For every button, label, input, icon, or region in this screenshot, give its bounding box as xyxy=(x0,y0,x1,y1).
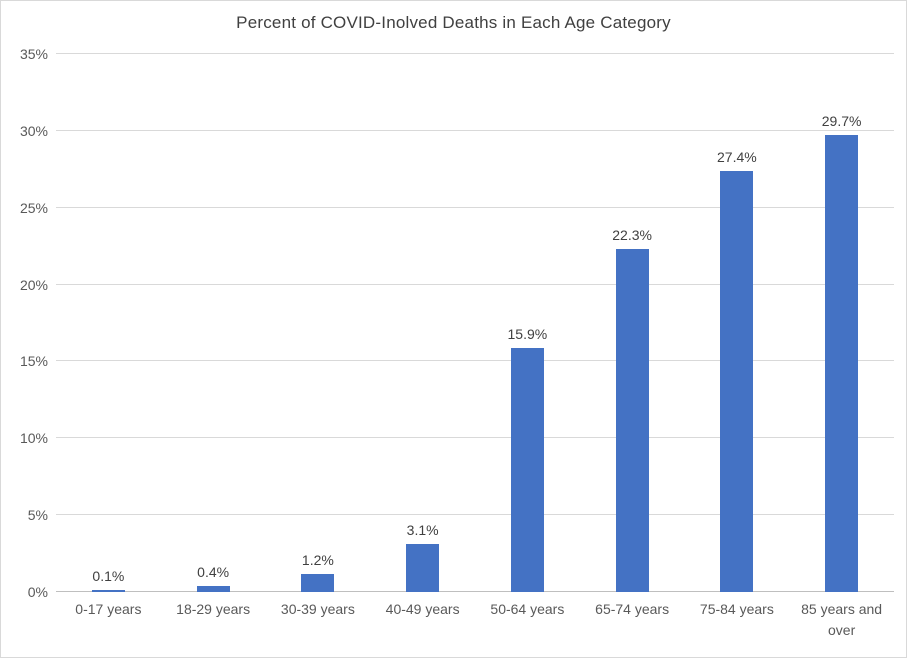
x-axis-line xyxy=(56,591,894,592)
gridline xyxy=(56,129,894,131)
x-tick-label: 65-74 years xyxy=(595,601,670,617)
data-label: 15.9% xyxy=(507,325,548,342)
chart-title: Percent of COVID-Inolved Deaths in Each … xyxy=(236,13,671,32)
y-tick-label: 20% xyxy=(19,276,48,293)
gridline xyxy=(56,437,894,439)
data-label: 3.1% xyxy=(406,522,439,539)
x-tick-label: 30-39 years xyxy=(280,601,355,617)
bar-75-84-years xyxy=(720,170,754,592)
data-label: 1.2% xyxy=(301,551,334,568)
bar-40-49-years xyxy=(406,544,440,592)
bar-0-17-years xyxy=(91,590,125,592)
x-tick-label: 75-84 years xyxy=(699,601,774,617)
data-label: 22.3% xyxy=(612,227,652,244)
y-tick-label: 30% xyxy=(19,122,48,139)
bar-30-39-years xyxy=(301,573,335,592)
data-label: 27.4% xyxy=(717,148,757,165)
gridline xyxy=(56,53,894,54)
gridline xyxy=(56,206,894,208)
data-label: 0.4% xyxy=(197,563,230,580)
x-tick-label: 18-29 years xyxy=(176,601,251,617)
x-tick-label: 85 years and over xyxy=(801,601,883,638)
y-tick-label: 5% xyxy=(27,507,48,524)
bar-18-29-years xyxy=(196,585,230,592)
data-label: 0.1% xyxy=(92,568,125,585)
y-tick-label: 35% xyxy=(19,46,48,62)
y-tick-label: 15% xyxy=(19,353,48,370)
y-tick-label: 10% xyxy=(19,430,48,447)
gridline xyxy=(56,283,894,285)
bar-65-74-years xyxy=(615,249,649,592)
y-tick-label: 25% xyxy=(19,199,48,216)
y-tick-label: 0% xyxy=(27,584,48,600)
data-label: 29.7% xyxy=(821,113,862,130)
y-axis: 0% 5% 10% 15% 20% 25% 30% 35% xyxy=(1,47,48,599)
gridline xyxy=(56,360,894,362)
gridline xyxy=(56,514,894,516)
x-tick-label: 0-17 years xyxy=(75,601,142,617)
x-tick-label: 50-64 years xyxy=(490,601,565,617)
bar-50-64-years xyxy=(510,347,544,592)
bar-85-years-and-over xyxy=(825,135,859,592)
x-axis: 0-17 years 18-29 years 30-39 years 40-49 ye… xyxy=(56,599,894,641)
plot-area: 0.1% 0.4% 1.2% 3.1% 15.9% 22.3% 27.4% 29.7% xyxy=(56,53,894,592)
x-tick-label: 40-49 years xyxy=(385,601,460,617)
